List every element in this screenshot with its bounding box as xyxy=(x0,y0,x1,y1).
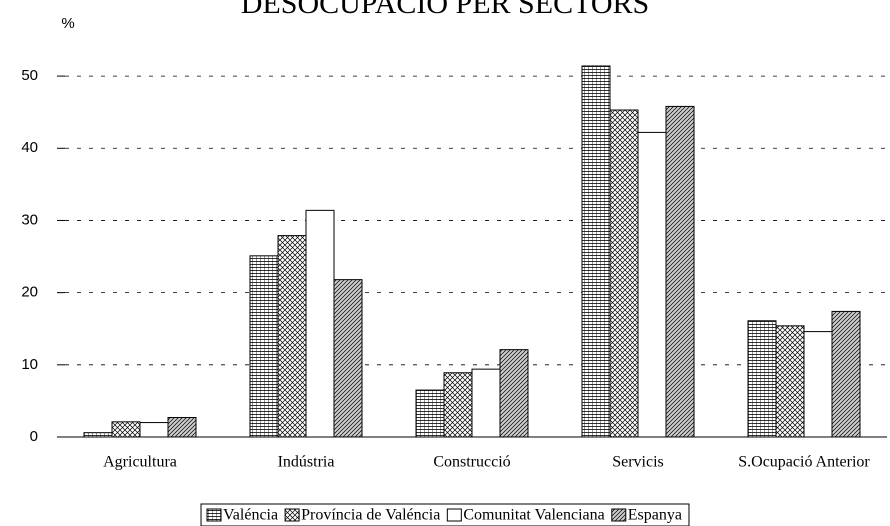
chart-title: DESOCUPACIÓ PER SECTORS xyxy=(241,0,649,20)
bar xyxy=(305,209,335,438)
bar xyxy=(333,279,363,438)
y-axis-label: % xyxy=(61,15,74,32)
legend-label: Valéncia xyxy=(223,507,278,524)
bar xyxy=(443,372,473,438)
bar xyxy=(415,389,445,438)
y-tick-label: 40 xyxy=(21,139,38,156)
legend-swatch xyxy=(446,508,462,522)
legend-swatch xyxy=(611,508,627,522)
bar xyxy=(831,310,861,438)
bar xyxy=(249,255,279,438)
legend-label: Província de Valéncia xyxy=(301,507,440,524)
legend-swatch xyxy=(284,508,300,522)
bar xyxy=(803,331,833,438)
x-tick-label: S.Ocupació Anterior xyxy=(738,454,870,471)
legend-swatch xyxy=(206,508,222,522)
x-tick-label: Agricultura xyxy=(103,454,177,471)
bar xyxy=(277,235,307,438)
bar xyxy=(637,131,667,438)
bar xyxy=(581,65,611,438)
legend: Valéncia Província de Valéncia Comunitat V… xyxy=(200,503,690,526)
legend-label: Comunitat Valenciana xyxy=(463,507,604,524)
bar xyxy=(139,422,169,438)
bar xyxy=(83,432,113,438)
bar xyxy=(609,109,639,438)
bar xyxy=(111,421,141,438)
x-tick-label: Indústria xyxy=(278,454,335,471)
y-tick-label: 20 xyxy=(21,284,38,301)
bar xyxy=(499,349,529,438)
y-tick-label: 50 xyxy=(21,67,38,84)
y-tick-label: 10 xyxy=(21,356,38,373)
legend-label: Espanya xyxy=(628,507,682,524)
x-tick-label: Servicis xyxy=(612,454,664,471)
bar xyxy=(775,325,805,438)
bar xyxy=(747,320,777,438)
y-tick-label: 0 xyxy=(30,428,38,445)
legend-box xyxy=(200,503,690,526)
bar xyxy=(665,105,695,438)
bar xyxy=(167,417,197,438)
x-tick-label: Construcció xyxy=(433,454,510,471)
bar xyxy=(471,368,501,438)
y-tick-label: 30 xyxy=(21,211,38,228)
